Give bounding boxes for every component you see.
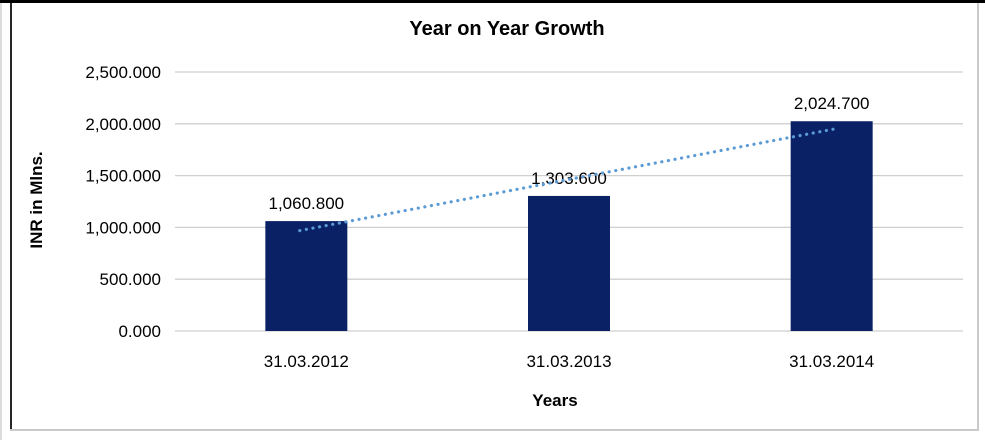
frame-left-outer-border (0, 3, 2, 440)
bar-value-label: 2,024.700 (794, 94, 870, 113)
x-tick-label: 31.03.2014 (789, 352, 874, 371)
frame-bottom-border (10, 429, 979, 431)
bar (265, 221, 348, 331)
frame-right-border (977, 3, 979, 431)
chart-title: Year on Year Growth (409, 18, 605, 40)
x-tick-label: 31.03.2012 (264, 352, 349, 371)
y-tick-label: 2,000.000 (85, 115, 161, 134)
trendline (298, 126, 839, 233)
y-tick-label: 1,000.000 (85, 218, 161, 237)
y-tick-label: 2,500.000 (85, 63, 161, 82)
y-tick-label: 500.000 (100, 270, 161, 289)
y-tick-label: 1,500.000 (85, 167, 161, 186)
bar (790, 121, 873, 331)
frame-left-border (10, 3, 12, 430)
bar-value-label: 1,060.800 (269, 194, 345, 213)
x-tick-label: 31.03.2013 (526, 352, 611, 371)
y-tick-label: 0.000 (118, 322, 161, 341)
x-axis-title: Years (532, 391, 578, 410)
frame-top-border (0, 0, 985, 3)
bar (528, 195, 610, 331)
